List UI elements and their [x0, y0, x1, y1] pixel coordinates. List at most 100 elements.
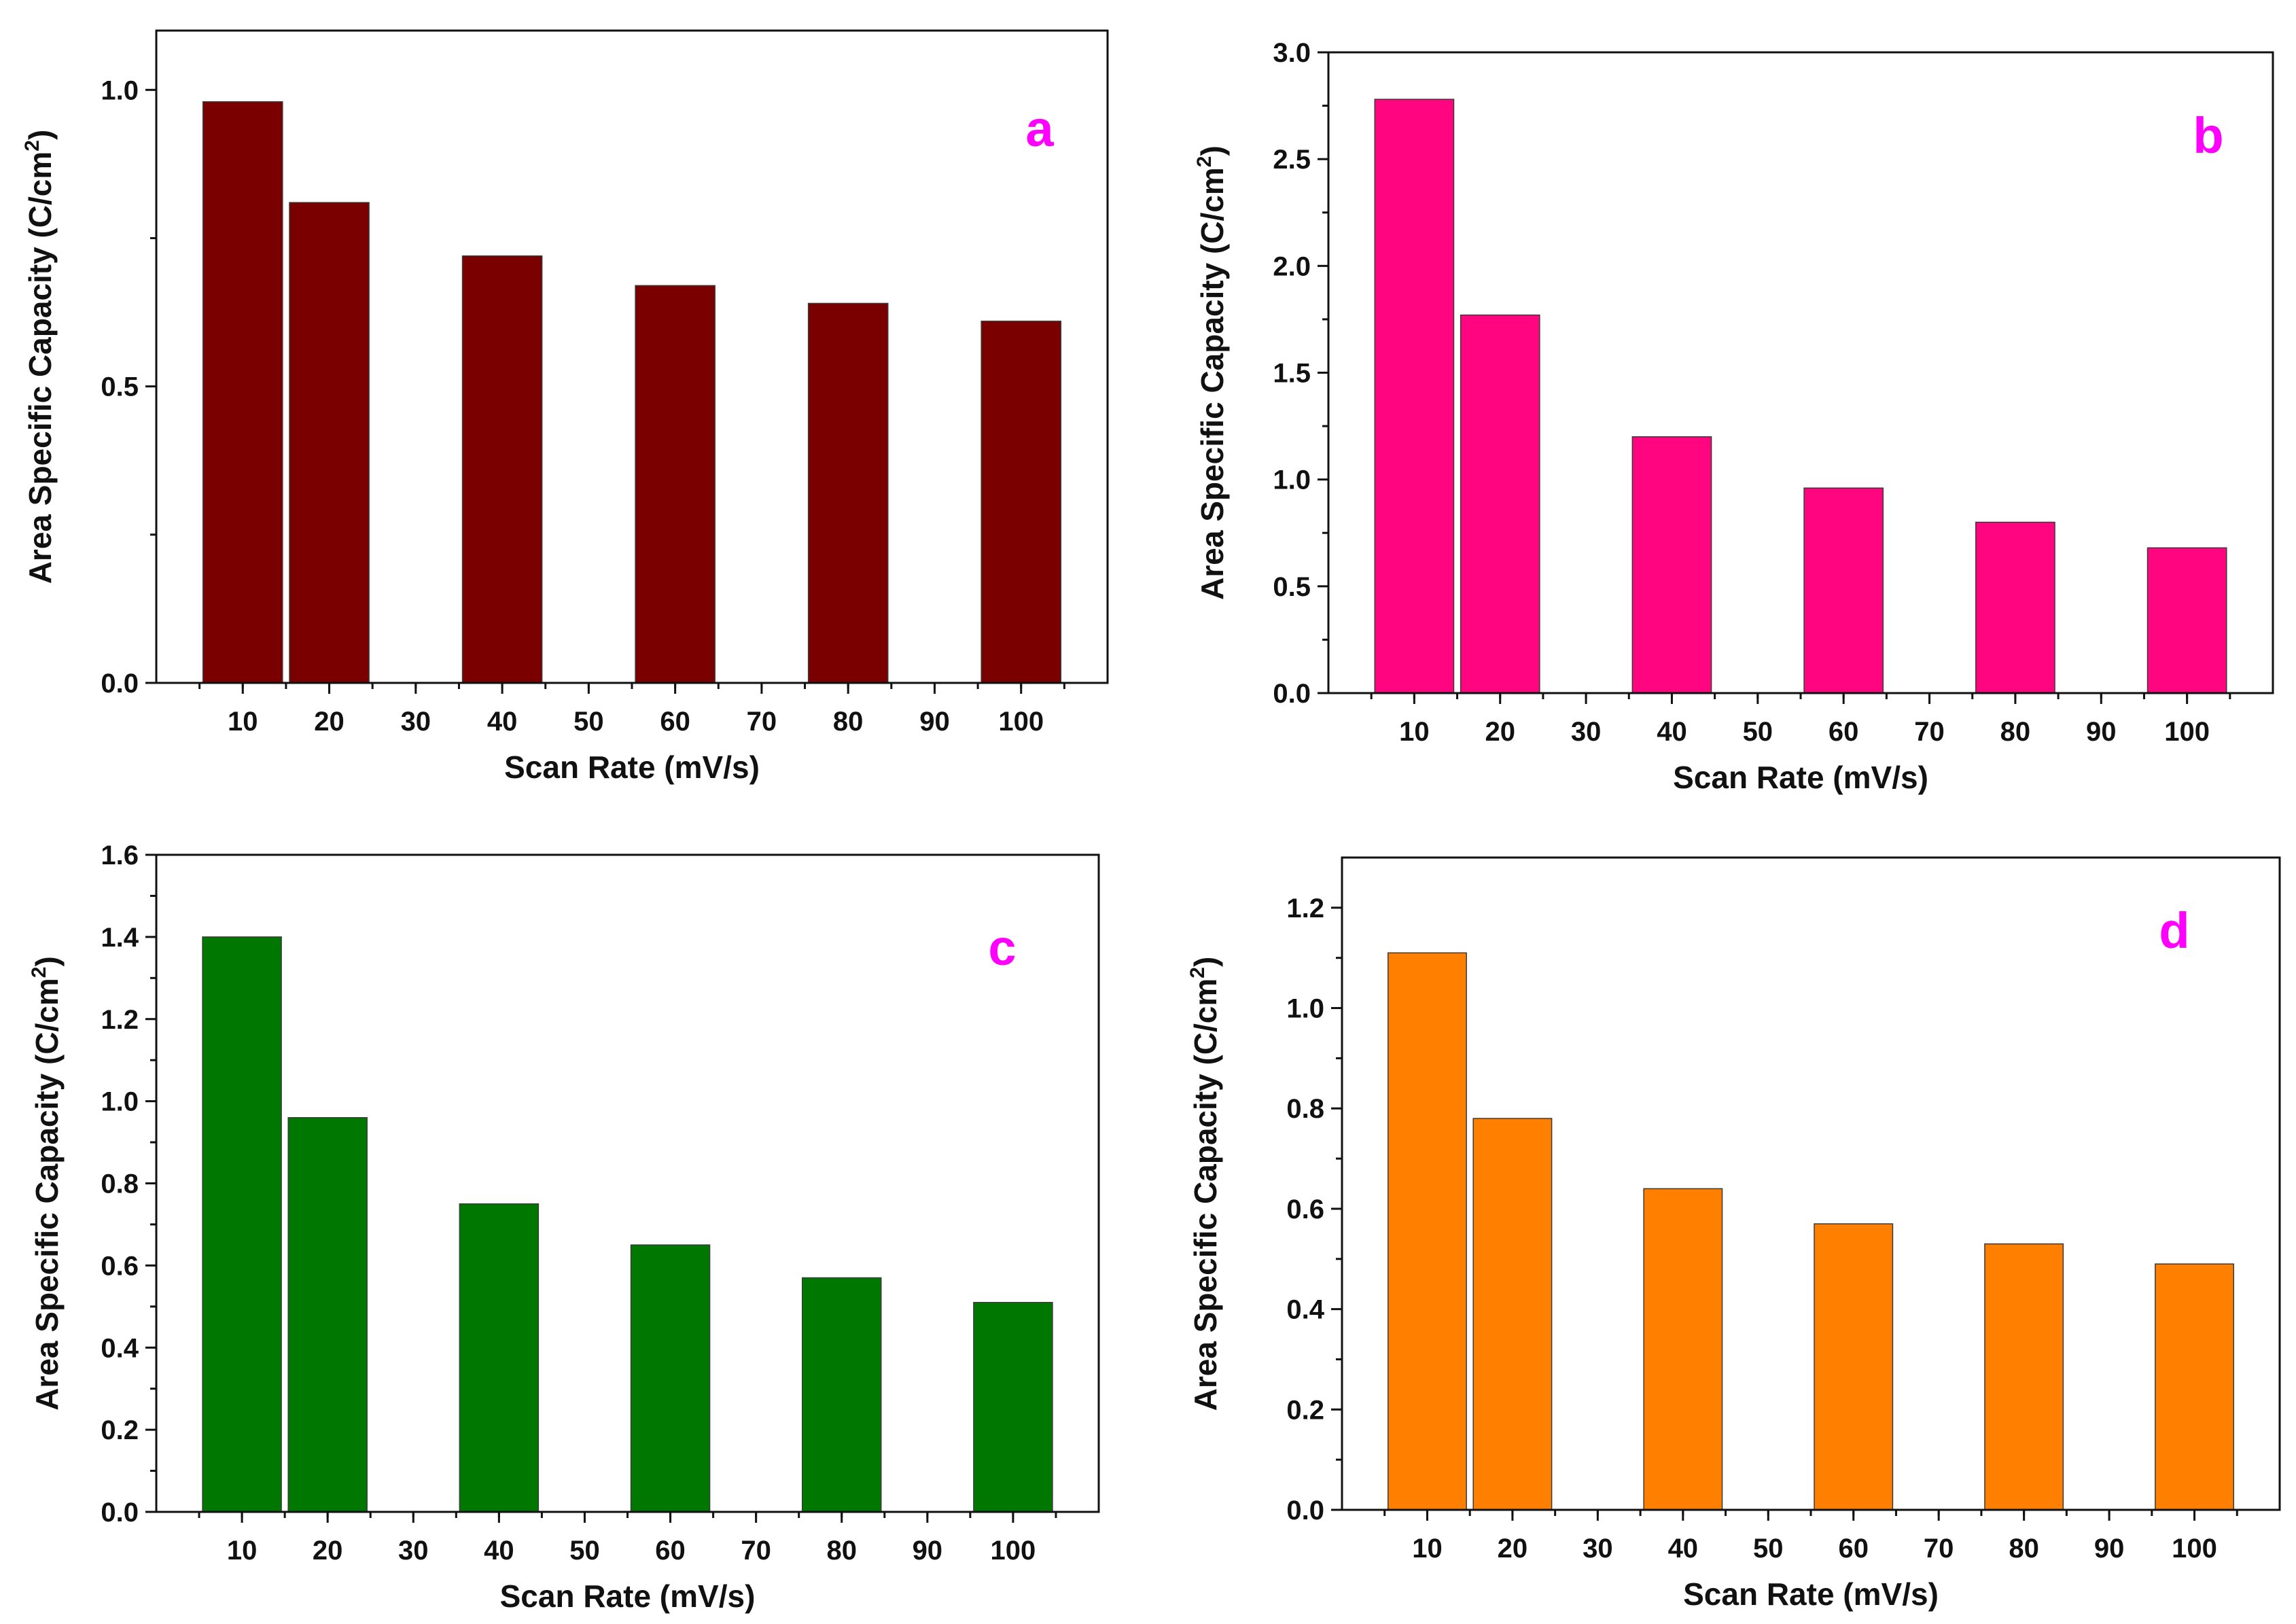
panel-label: c	[988, 919, 1016, 976]
x-tick-label: 100	[2172, 1534, 2217, 1564]
bar-100	[973, 1302, 1053, 1513]
x-axis-title: Scan Rate (mV/s)	[500, 1578, 756, 1614]
x-tick-label: 80	[826, 1536, 857, 1566]
x-tick-label: 70	[741, 1536, 771, 1566]
x-tick-label: 80	[2009, 1534, 2039, 1564]
bar-80	[801, 1277, 882, 1513]
y-tick-label: 0.6	[1286, 1195, 1324, 1224]
bar-100	[981, 320, 1062, 684]
x-tick-label: 80	[833, 707, 864, 737]
y-tick-label: 0.4	[101, 1333, 139, 1363]
y-axis-title-main: Area Specific Capacity (C/cm	[1188, 978, 1223, 1411]
x-tick-label: 40	[1657, 717, 1687, 747]
y-tick-label: 0.2	[101, 1415, 139, 1445]
x-tick-label: 90	[2086, 717, 2117, 747]
y-tick-label: 1.6	[101, 841, 139, 870]
y-axis-title-end: )	[1195, 145, 1230, 156]
x-tick-label: 20	[313, 1536, 343, 1566]
x-tick-label: 40	[1668, 1534, 1699, 1564]
y-axis-title: Area Specific Capacity (C/cm2)	[1186, 957, 1223, 1411]
x-tick-label: 40	[487, 707, 518, 737]
y-axis-title: Area Specific Capacity (C/cm2)	[21, 130, 58, 584]
y-axis-title-end: )	[22, 130, 58, 140]
bar-60	[1803, 487, 1884, 694]
x-tick-label: 20	[1485, 717, 1515, 747]
x-tick-label: 30	[398, 1536, 429, 1566]
x-tick-label: 20	[1498, 1534, 1528, 1564]
bar-20	[1460, 314, 1540, 694]
y-tick-label: 1.2	[1286, 894, 1324, 923]
x-tick-label: 100	[998, 707, 1044, 737]
x-tick-label: 60	[660, 707, 690, 737]
y-tick-label: 1.4	[101, 923, 139, 953]
x-tick-label: 60	[1829, 717, 1859, 747]
y-tick-label: 1.0	[101, 75, 139, 105]
y-axis-title-main: Area Specific Capacity (C/cm	[22, 152, 58, 584]
x-tick-label: 10	[1412, 1534, 1443, 1564]
y-tick-label: 0.8	[101, 1169, 139, 1199]
y-tick-label: 1.0	[1273, 465, 1311, 495]
chart-panel-a: 10 20 30 40 50 60 70 80 90 100 0.0 0.5 1.0 Scan Rate …	[21, 29, 1109, 785]
x-tick-label: 40	[484, 1536, 514, 1566]
y-axis-title: Area Specific Capacity (C/cm2)	[28, 956, 65, 1411]
bar-10	[1374, 99, 1455, 694]
x-tick-label: 50	[1743, 717, 1773, 747]
panel-label: d	[2159, 902, 2189, 959]
chart-panel-b: 10 20 30 40 50 60 70 80 90 100 0.0 0.5 1.0 1.5 2.0 2.5 3…	[1193, 38, 2274, 795]
y-tick-label: 0.0	[1286, 1496, 1324, 1525]
y-axis-title: Area Specific Capacity (C/cm2)	[1193, 145, 1230, 600]
chart-panel-c: 10 20 30 40 50 60 70 80 90 100 0.0 0.2 0.4 0.6 0.8 1.0 1…	[28, 841, 1100, 1614]
y-tick-label: 0.6	[101, 1251, 139, 1281]
x-axis-title: Scan Rate (mV/s)	[1683, 1576, 1939, 1612]
x-axis-title: Scan Rate (mV/s)	[504, 749, 760, 785]
y-tick-label: 1.2	[101, 1005, 139, 1035]
x-tick-label: 20	[314, 707, 345, 737]
bar-40	[461, 255, 543, 684]
y-tick-label: 0.8	[1286, 1094, 1324, 1124]
x-tick-label: 60	[1838, 1534, 1869, 1564]
y-tick-label: 2.0	[1273, 251, 1311, 281]
y-axis-title-sup: 2	[21, 140, 43, 152]
x-tick-label: 70	[1924, 1534, 1954, 1564]
y-tick-label: 1.5	[1273, 359, 1311, 389]
x-tick-label: 10	[1399, 717, 1430, 747]
bar-40	[1643, 1188, 1723, 1511]
x-tick-label: 50	[1753, 1534, 1784, 1564]
y-tick-label: 0.0	[101, 1498, 139, 1528]
y-tick-label: 0.0	[1273, 679, 1311, 709]
bar-60	[630, 1244, 711, 1513]
bar-60	[1814, 1223, 1894, 1511]
x-tick-label: 90	[913, 1536, 943, 1566]
bar-80	[1975, 521, 2055, 694]
x-tick-label: 60	[655, 1536, 686, 1566]
y-axis-title-sup: 2	[28, 967, 50, 978]
x-axis-title: Scan Rate (mV/s)	[1673, 760, 1928, 795]
x-tick-label: 100	[991, 1536, 1036, 1566]
bar-100	[2147, 547, 2227, 694]
bar-80	[807, 302, 889, 684]
chart-panel-d: 10 20 30 40 50 60 70 80 90 100 0.0 0.2 0.4 0.6 0.8 1.0 1…	[1186, 856, 2281, 1612]
y-tick-label: 0.0	[101, 669, 139, 699]
bar-40	[1631, 436, 1712, 694]
x-tick-label: 30	[1583, 1534, 1613, 1564]
y-axis-title-sup: 2	[1186, 967, 1209, 978]
x-tick-label: 30	[1571, 717, 1602, 747]
x-tick-label: 50	[573, 707, 604, 737]
y-tick-label: 0.2	[1286, 1395, 1324, 1425]
x-tick-label: 100	[2164, 717, 2210, 747]
x-tick-label: 90	[919, 707, 950, 737]
bar-10	[1387, 952, 1467, 1511]
bar-100	[2155, 1263, 2235, 1511]
y-axis-title-sup: 2	[1193, 156, 1216, 168]
panel-label: a	[1025, 101, 1054, 157]
y-tick-label: 0.5	[1273, 572, 1311, 602]
x-tick-label: 50	[569, 1536, 600, 1566]
y-axis-title-end: )	[1188, 957, 1223, 967]
y-tick-label: 1.0	[1286, 994, 1324, 1024]
x-tick-label: 30	[401, 707, 431, 737]
bar-60	[635, 285, 716, 684]
y-tick-label: 3.0	[1273, 38, 1311, 68]
bar-80	[1984, 1243, 2064, 1511]
y-axis-title-main: Area Specific Capacity (C/cm	[1195, 167, 1230, 600]
